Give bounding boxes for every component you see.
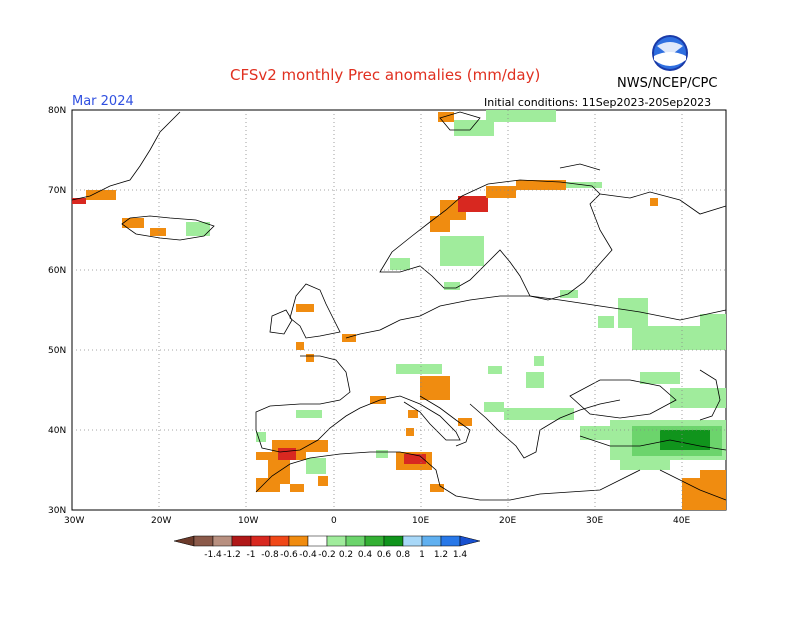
lon-label: 0 <box>331 516 337 526</box>
lon-label: 30W <box>64 516 84 526</box>
colorbar-swatch <box>383 535 404 547</box>
lon-label: 10E <box>412 516 429 526</box>
noaa-logo-icon <box>652 35 688 71</box>
map-title: CFSv2 monthly Prec anomalies (mm/day) <box>230 66 541 84</box>
colorbar-label: 0.2 <box>339 550 353 560</box>
lat-label: 30N <box>48 506 66 516</box>
colorbar-label: -1.2 <box>223 550 241 560</box>
colorbar-left-arrow <box>173 535 195 547</box>
colorbar-swatch <box>345 535 366 547</box>
lat-label: 70N <box>48 186 66 196</box>
lat-label: 60N <box>48 266 66 276</box>
lat-label: 50N <box>48 346 66 356</box>
agency-label: NWS/NCEP/CPC <box>617 76 718 91</box>
lat-label: 80N <box>48 106 66 116</box>
colorbar-label: -0.8 <box>261 550 279 560</box>
colorbar-label: 1.4 <box>453 550 468 560</box>
colorbar-swatch <box>402 535 423 547</box>
colorbar-swatch <box>269 535 290 547</box>
colorbar-swatch <box>193 535 214 547</box>
anomaly-patches <box>72 110 726 510</box>
colorbar-swatch <box>288 535 309 547</box>
graticule <box>72 110 726 510</box>
colorbar-label: 1 <box>419 550 425 560</box>
colorbar-swatch <box>212 535 233 547</box>
colorbar-label: 0.4 <box>358 550 373 560</box>
lat-label: 40N <box>48 426 66 436</box>
lon-label: 20W <box>151 516 171 526</box>
colorbar-label: -1.4 <box>204 550 222 560</box>
colorbar-swatch <box>231 535 252 547</box>
colorbar-label: -0.2 <box>318 550 336 560</box>
lon-label: 30E <box>586 516 603 526</box>
colorbar-label: -1 <box>247 550 256 560</box>
colorbar-swatch <box>440 535 461 547</box>
colorbar-label: -0.6 <box>280 550 298 560</box>
colorbar: -1.4 -1.2 -1 -0.8 -0.6 -0.4 -0.2 0.2 0.4 0.6 0.8 1 1… <box>173 535 481 560</box>
initial-conditions: Initial conditions: 11Sep2023-20Sep2023 <box>484 96 712 109</box>
colorbar-swatch <box>307 535 328 547</box>
lon-label: 20E <box>499 516 516 526</box>
colorbar-label: 0.6 <box>377 550 392 560</box>
colorbar-swatch <box>326 535 347 547</box>
latitude-labels: 80N 70N 60N 50N 40N 30N <box>48 106 66 516</box>
colorbar-swatch <box>421 535 442 547</box>
lon-label: 40E <box>673 516 690 526</box>
lon-label: 10W <box>238 516 258 526</box>
colorbar-label: 1.2 <box>434 550 448 560</box>
colorbar-swatch <box>250 535 271 547</box>
colorbar-swatch <box>364 535 385 547</box>
colorbar-right-arrow <box>459 535 481 547</box>
longitude-labels: 30W 20W 10W 0 10E 20E 30E 40E <box>64 516 690 526</box>
coastlines <box>71 111 727 501</box>
colorbar-label: 0.8 <box>396 550 411 560</box>
colorbar-label: -0.4 <box>299 550 317 560</box>
forecast-month: Mar 2024 <box>72 94 134 109</box>
